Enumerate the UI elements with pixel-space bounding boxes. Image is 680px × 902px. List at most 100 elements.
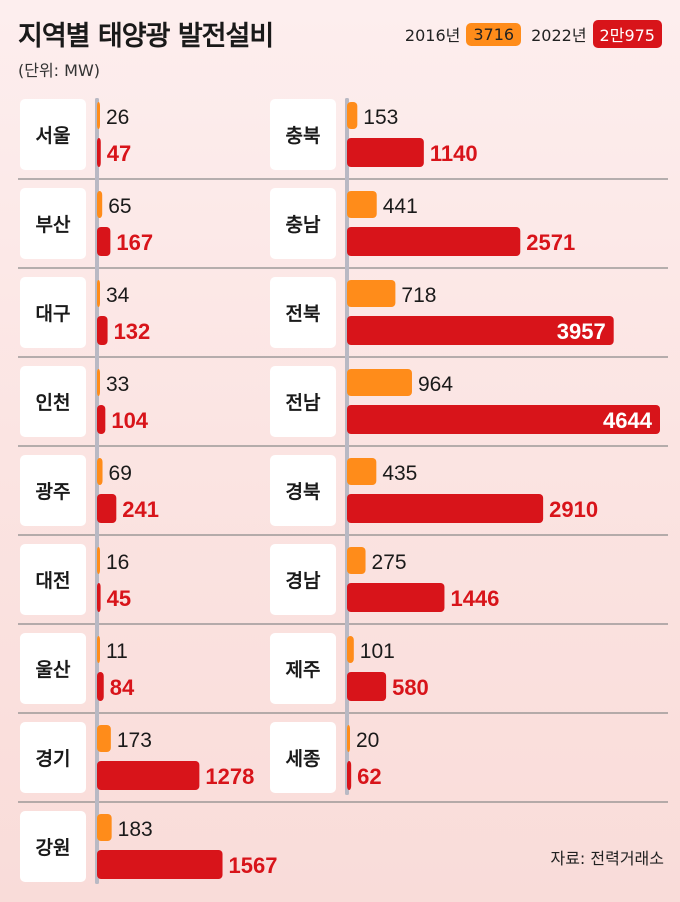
value-label-2016: 183 xyxy=(118,818,153,841)
region-label-box xyxy=(270,455,336,526)
region-label: 강원 xyxy=(36,837,71,859)
bar-2022 xyxy=(97,227,111,256)
region-label: 전남 xyxy=(286,392,321,414)
value-label-2022: 84 xyxy=(110,675,135,700)
value-label-2022: 167 xyxy=(116,230,153,255)
region-label: 제주 xyxy=(286,659,321,681)
region-label-box xyxy=(270,277,336,348)
region-label-box xyxy=(20,99,86,170)
region-label-box xyxy=(20,811,86,882)
bar-2022 xyxy=(347,494,544,523)
bar-2022 xyxy=(97,494,117,523)
bar-2022 xyxy=(347,405,660,434)
bar-2016 xyxy=(97,547,100,574)
region-label-box xyxy=(270,188,336,259)
bar-2016 xyxy=(97,458,103,485)
unit-label: (단위: MW) xyxy=(18,61,101,80)
region-label: 부산 xyxy=(36,214,71,236)
bar-2022 xyxy=(97,316,108,345)
value-label-2016: 718 xyxy=(401,284,436,307)
value-label-2016: 435 xyxy=(382,462,417,485)
bar-2016 xyxy=(97,814,112,841)
bar-2016 xyxy=(97,280,100,307)
region-label: 전북 xyxy=(286,303,321,325)
value-label-2016: 275 xyxy=(372,551,407,574)
value-label-2016: 26 xyxy=(106,106,129,129)
legend-new-year: 2022년 xyxy=(531,26,587,45)
bar-2016 xyxy=(347,280,396,307)
bar-2016 xyxy=(347,369,412,396)
region-label-box xyxy=(270,99,336,170)
region-label-box xyxy=(270,722,336,793)
value-label-2022: 3957 xyxy=(557,319,606,344)
value-label-2022: 580 xyxy=(392,675,429,700)
value-label-2022: 2571 xyxy=(526,230,575,255)
bar-2016 xyxy=(347,636,354,663)
legend-old-year: 2016년 xyxy=(404,26,461,45)
bar-2022 xyxy=(347,761,352,790)
value-label-2022: 132 xyxy=(114,319,151,344)
bar-2022 xyxy=(347,583,445,612)
bar-2016 xyxy=(97,725,111,752)
value-label-2022: 1567 xyxy=(229,853,278,878)
bar-2022 xyxy=(97,672,104,701)
bar-2016 xyxy=(97,191,103,218)
bar-2016 xyxy=(347,725,350,752)
region-label: 대구 xyxy=(36,303,71,325)
bar-2016 xyxy=(97,369,100,396)
bar-2016 xyxy=(97,636,100,663)
region-label: 경기 xyxy=(36,748,71,770)
region-label-box xyxy=(20,722,86,793)
legend: 2016년 3716 2022년 2만975 xyxy=(405,20,662,48)
value-label-2016: 153 xyxy=(363,106,398,129)
bar-2016 xyxy=(97,102,100,129)
value-label-2016: 20 xyxy=(356,729,379,752)
bar-2016 xyxy=(347,547,366,574)
region-label: 울산 xyxy=(36,659,71,681)
value-label-2022: 4644 xyxy=(603,408,653,433)
region-label-box xyxy=(20,366,86,437)
value-label-2016: 173 xyxy=(117,729,152,752)
region-label-box xyxy=(20,544,86,615)
bar-2022 xyxy=(347,227,521,256)
value-label-2022: 1140 xyxy=(430,141,478,166)
bar-2016 xyxy=(347,191,377,218)
region-label: 세종 xyxy=(286,748,321,770)
value-label-2016: 33 xyxy=(106,373,129,396)
value-label-2016: 101 xyxy=(360,640,395,663)
value-label-2016: 441 xyxy=(383,195,418,218)
axis-line-right xyxy=(345,98,349,795)
value-label-2022: 1278 xyxy=(205,764,254,789)
bar-2016 xyxy=(347,102,358,129)
bar-2022 xyxy=(97,138,101,167)
value-label-2022: 241 xyxy=(122,497,159,522)
region-label-box xyxy=(20,188,86,259)
bar-2022 xyxy=(347,672,387,701)
region-label: 광주 xyxy=(36,481,71,503)
value-label-2022: 2910 xyxy=(549,497,598,522)
value-label-2016: 964 xyxy=(418,373,453,396)
legend-old-total: 3716 xyxy=(466,22,522,46)
region-label-box xyxy=(270,366,336,437)
bar-2022 xyxy=(347,138,424,167)
bar-2022 xyxy=(97,405,106,434)
region-label: 충북 xyxy=(286,125,321,147)
bar-2022 xyxy=(97,761,200,790)
value-label-2016: 69 xyxy=(109,462,132,485)
value-label-2022: 104 xyxy=(111,408,148,433)
region-label: 인천 xyxy=(36,392,71,414)
bar-2022 xyxy=(97,583,101,612)
region-label-box xyxy=(270,633,336,704)
region-label-box xyxy=(20,633,86,704)
value-label-2016: 16 xyxy=(106,551,129,574)
region-label: 충남 xyxy=(286,214,321,236)
value-label-2016: 65 xyxy=(108,195,131,218)
region-label-box xyxy=(20,277,86,348)
value-label-2022: 45 xyxy=(107,586,131,611)
value-label-2022: 47 xyxy=(107,141,131,166)
value-label-2016: 11 xyxy=(106,640,128,663)
value-label-2022: 1446 xyxy=(450,586,499,611)
region-label-box xyxy=(20,455,86,526)
bar-2016 xyxy=(347,458,377,485)
